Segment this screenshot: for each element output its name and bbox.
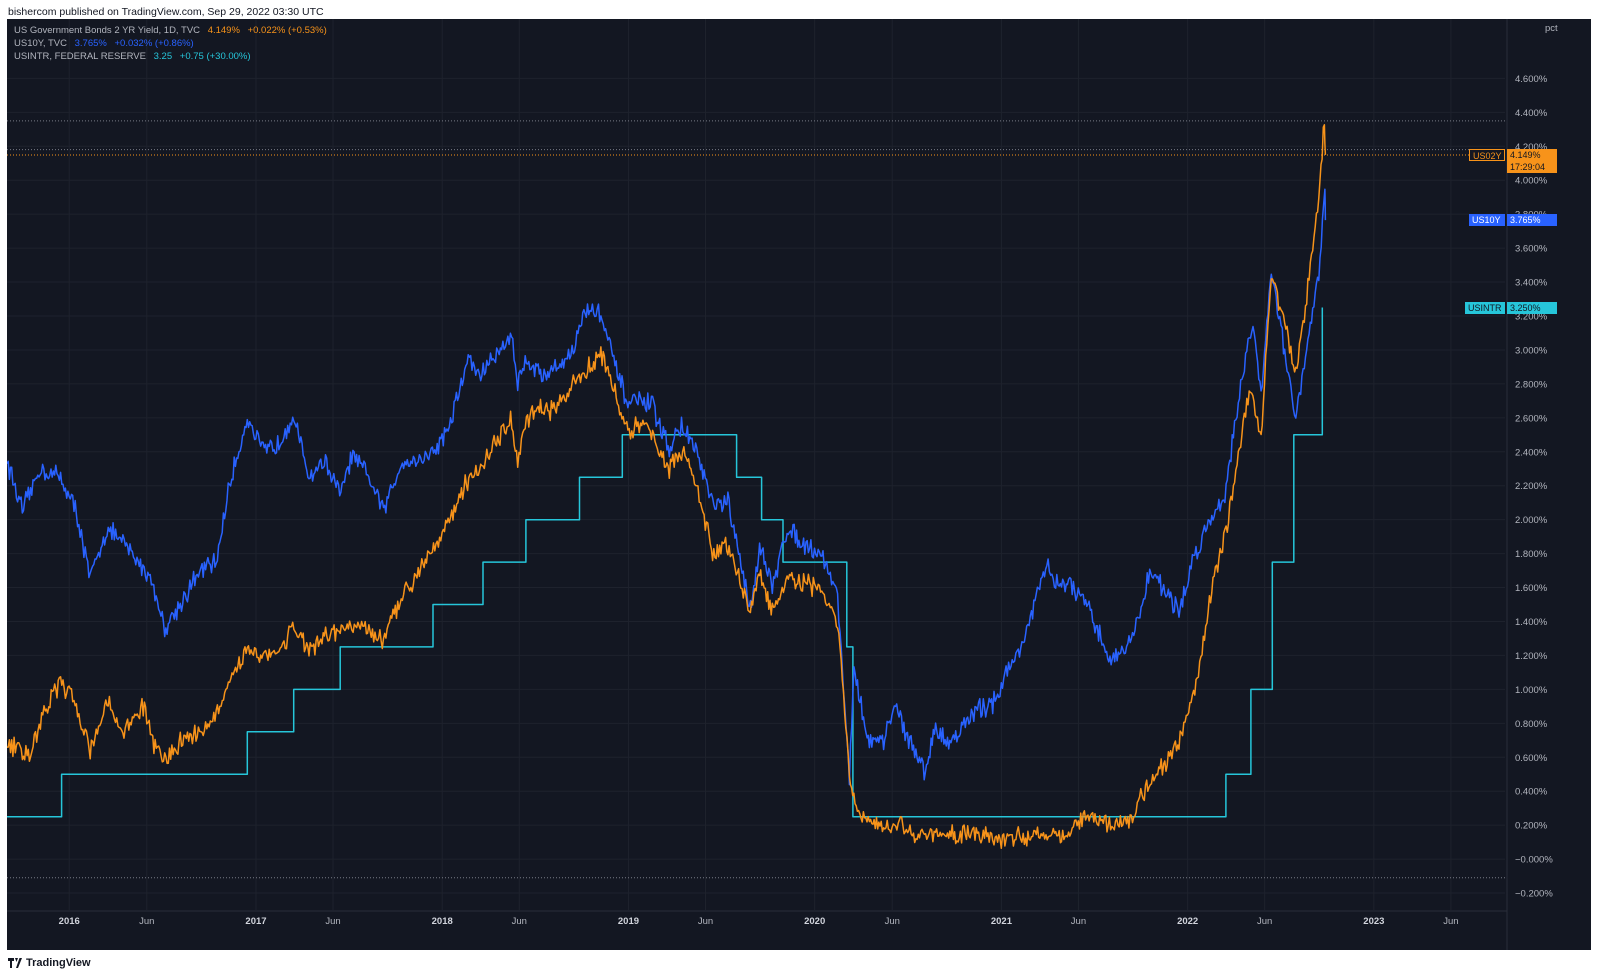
y-tick-label: 0.200% bbox=[1515, 821, 1548, 832]
x-tick-label: Jun bbox=[698, 916, 713, 927]
chart-background bbox=[7, 19, 1591, 950]
y-tick-label: 4.400% bbox=[1515, 108, 1548, 119]
y-tick-label: −0.200% bbox=[1515, 889, 1553, 900]
x-tick-label: Jun bbox=[1071, 916, 1086, 927]
x-tick-label: 2020 bbox=[804, 916, 825, 927]
x-tick-label: 2021 bbox=[991, 916, 1013, 927]
price-tag-usintr-symbol: USINTR bbox=[1465, 301, 1505, 314]
legend-value-us02y: 4.149% bbox=[207, 25, 240, 36]
legend-row-us10y[interactable]: US10Y, TVC 3.765% +0.032% (+0.86%) bbox=[14, 38, 199, 49]
chart-pane[interactable]: 4.600%4.400%4.200%4.000%3.800%3.600%3.40… bbox=[7, 19, 1591, 950]
x-tick-label: 2017 bbox=[245, 916, 266, 927]
x-tick-label: 2022 bbox=[1177, 916, 1198, 927]
y-tick-label: 1.200% bbox=[1515, 651, 1548, 662]
y-tick-label: 2.000% bbox=[1515, 515, 1548, 526]
price-tag-us02y-symbol: US02Y bbox=[1469, 148, 1505, 161]
x-tick-label: 2019 bbox=[618, 916, 639, 927]
y-tick-label: 1.600% bbox=[1515, 583, 1548, 594]
series-line-us10y bbox=[7, 188, 1327, 786]
tradingview-wordmark: TradingView bbox=[26, 957, 91, 969]
legend-value-us10y: 3.765% bbox=[74, 38, 107, 49]
legend-name-usintr: USINTR, FEDERAL RESERVE bbox=[14, 51, 146, 62]
price-tag-us10y-value: 3.765% bbox=[1507, 214, 1557, 227]
legend-name-us10y: US10Y, TVC bbox=[14, 38, 67, 49]
x-tick-label: Jun bbox=[1443, 916, 1458, 927]
price-tag-usintr-value: 3.250% bbox=[1507, 301, 1557, 314]
x-tick-label: Jun bbox=[885, 916, 900, 927]
x-tick-label: Jun bbox=[512, 916, 527, 927]
price-tag-us02y-value: 4.149% bbox=[1507, 148, 1557, 161]
legend-row-usintr[interactable]: USINTR, FEDERAL RESERVE 3.25 +0.75 (+30.… bbox=[14, 51, 256, 62]
y-tick-label: 2.200% bbox=[1515, 481, 1548, 492]
x-tick-label: Jun bbox=[1257, 916, 1272, 927]
y-tick-label: 4.200% bbox=[1515, 142, 1548, 153]
legend-change-usintr: +0.75 (+30.00%) bbox=[179, 51, 251, 62]
y-tick-label: 1.400% bbox=[1515, 617, 1548, 628]
price-axis-unit: pct bbox=[1545, 23, 1558, 34]
legend-change-us10y: +0.032% (+0.86%) bbox=[114, 38, 194, 49]
x-tick-label: 2023 bbox=[1363, 916, 1384, 927]
legend-row-us02y[interactable]: US Government Bonds 2 YR Yield, 1D, TVC … bbox=[14, 25, 332, 36]
tradingview-logo-icon bbox=[8, 958, 22, 968]
y-tick-label: 0.600% bbox=[1515, 753, 1548, 764]
price-tag-us02y-countdown: 17:29:04 bbox=[1507, 160, 1557, 173]
legend-name-us02y: US Government Bonds 2 YR Yield, 1D, TVC bbox=[14, 25, 201, 36]
y-tick-label: 2.600% bbox=[1515, 413, 1548, 424]
y-tick-label: 4.000% bbox=[1515, 176, 1548, 187]
y-tick-label: 3.200% bbox=[1515, 312, 1548, 323]
y-tick-label: 2.800% bbox=[1515, 379, 1548, 390]
legend-change-us02y: +0.022% (+0.53%) bbox=[247, 25, 327, 36]
chart-canvas[interactable]: 4.600%4.400%4.200%4.000%3.800%3.600%3.40… bbox=[7, 19, 1591, 950]
price-tag-us10y-symbol: US10Y bbox=[1469, 214, 1505, 227]
x-tick-label: Jun bbox=[325, 916, 340, 927]
y-tick-label: 3.600% bbox=[1515, 244, 1548, 255]
y-tick-label: 3.000% bbox=[1515, 345, 1548, 356]
tradingview-brand[interactable]: TradingView bbox=[8, 957, 91, 969]
y-tick-label: 0.800% bbox=[1515, 719, 1548, 730]
y-tick-label: 0.400% bbox=[1515, 787, 1548, 798]
legend-value-usintr: 3.25 bbox=[153, 51, 173, 62]
x-tick-label: 2018 bbox=[432, 916, 453, 927]
y-tick-label: 4.600% bbox=[1515, 74, 1548, 85]
y-tick-label: 2.400% bbox=[1515, 447, 1548, 458]
y-tick-label: 1.000% bbox=[1515, 685, 1548, 696]
x-tick-label: 2016 bbox=[59, 916, 80, 927]
x-tick-label: Jun bbox=[139, 916, 154, 927]
y-tick-label: 1.800% bbox=[1515, 549, 1548, 560]
series-line-usintr bbox=[7, 307, 1324, 818]
published-by-caption: bishercom published on TradingView.com, … bbox=[8, 6, 324, 18]
y-tick-label: 3.400% bbox=[1515, 278, 1548, 289]
y-tick-label: −0.000% bbox=[1515, 855, 1553, 866]
series-line-us02y bbox=[7, 124, 1327, 850]
